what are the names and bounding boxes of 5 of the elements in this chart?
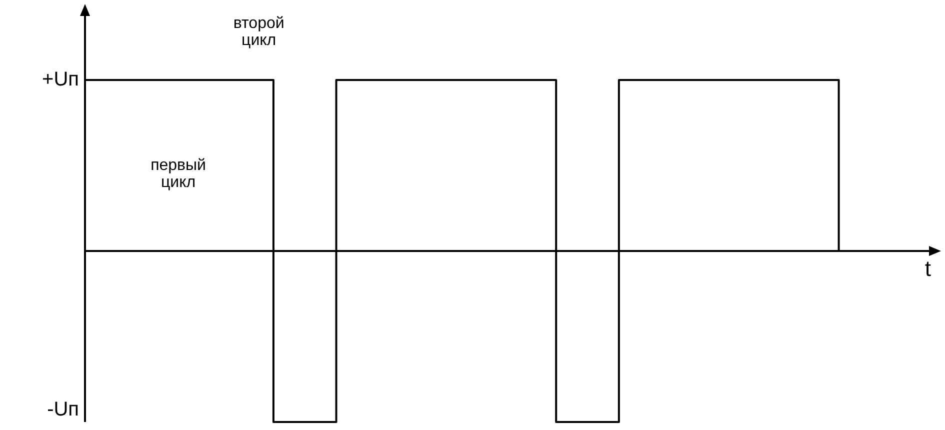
text: +Uп — [42, 68, 79, 91]
x-axis-title: t — [924, 256, 931, 282]
text: второй цикл — [233, 15, 284, 50]
text: -Uп — [47, 398, 79, 421]
annotation: первый цикл — [150, 156, 206, 191]
